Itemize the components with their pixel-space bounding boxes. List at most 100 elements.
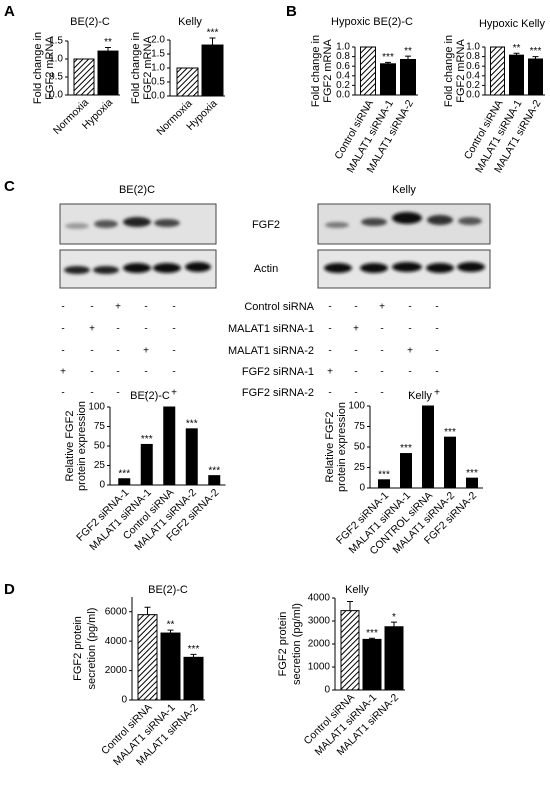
significance: *** <box>208 465 220 476</box>
y-axis-label: FGF2 protein <box>72 616 84 681</box>
y-tick-label: 0.4 <box>466 70 480 81</box>
y-tick-label: 75 <box>354 421 366 432</box>
significance: * <box>392 612 396 623</box>
y-tick-label: 0.5 <box>49 72 63 83</box>
significance: ** <box>513 43 521 54</box>
error-bar <box>405 55 411 60</box>
y-tick-label: 100 <box>88 402 105 413</box>
y-tick-label: 0.0 <box>466 90 480 101</box>
bar <box>183 656 204 701</box>
y-tick-label: 1000 <box>308 662 331 673</box>
treatment-sign: - <box>61 346 64 357</box>
treatment-sign: - <box>61 324 64 335</box>
treatment-sign: - <box>172 346 175 357</box>
bar <box>137 614 158 701</box>
row-label: Control siRNA <box>244 301 314 313</box>
y-tick-label: 1.0 <box>49 54 63 65</box>
row-label: MALAT1 siRNA-1 <box>228 323 314 335</box>
treatment-sign: - <box>328 388 331 399</box>
error-bar <box>347 600 353 611</box>
significance: ** <box>104 37 112 48</box>
error-bar <box>385 61 391 64</box>
treatment-sign: + <box>60 367 66 378</box>
blot-protein: FGF2 <box>252 219 280 231</box>
y-tick-label: 0.8 <box>336 51 350 62</box>
y-tick-label: 25 <box>94 460 106 471</box>
treatment-sign: + <box>434 388 440 399</box>
x-tick-label: Normoxia <box>154 97 194 137</box>
y-tick-label: 100 <box>348 401 365 412</box>
bar <box>400 453 412 489</box>
y-tick-label: 1.0 <box>151 63 165 74</box>
y-axis-label: FGF2 mRNA <box>322 39 334 103</box>
bar <box>384 626 404 691</box>
y-tick-label: 0.0 <box>49 90 63 101</box>
treatment-sign: + <box>379 302 385 313</box>
treatment-sign: - <box>380 367 383 378</box>
y-axis-label: FGF2 mRNA <box>455 39 467 103</box>
bar <box>509 54 524 96</box>
treatment-sign: - <box>380 388 383 399</box>
y-tick-label: 0.0 <box>151 91 165 102</box>
treatment-sign: - <box>328 324 331 335</box>
chart-title: Kelly <box>345 584 369 596</box>
y-axis-label: protein expression <box>336 402 348 492</box>
treatment-sign: - <box>144 324 147 335</box>
y-tick-label: 0 <box>324 685 330 696</box>
chart-title: BE(2)-C <box>148 584 188 596</box>
treatment-sign: - <box>144 388 147 399</box>
y-axis-label: Relative FGF2 <box>324 412 336 483</box>
bar <box>185 428 198 486</box>
error-bar <box>190 653 197 658</box>
significance: ** <box>167 620 175 631</box>
y-axis-label: FGF2 mRNA <box>44 36 56 100</box>
y-tick-label: 2.0 <box>151 35 165 46</box>
treatment-sign: - <box>408 324 411 335</box>
significance: *** <box>530 46 542 57</box>
treatment-sign: - <box>354 388 357 399</box>
significance: *** <box>141 434 153 445</box>
bar <box>97 50 119 96</box>
blot-title: BE(2)C <box>119 184 155 196</box>
treatment-sign: + <box>407 346 413 357</box>
significance: *** <box>118 468 130 479</box>
panel-label: C <box>4 178 15 195</box>
y-tick-label: 1.0 <box>336 42 350 53</box>
y-tick-label: 0.0 <box>336 90 350 101</box>
bar <box>118 478 131 486</box>
treatment-sign: - <box>408 367 411 378</box>
treatment-sign: - <box>144 367 147 378</box>
treatment-sign: - <box>172 367 175 378</box>
bar <box>400 58 416 96</box>
significance: *** <box>186 418 198 429</box>
treatment-sign: - <box>328 302 331 313</box>
significance: *** <box>378 469 390 480</box>
chart-title: Kelly <box>408 390 432 402</box>
treatment-sign: + <box>115 302 121 313</box>
bar <box>140 443 153 486</box>
y-tick-label: 1.0 <box>466 42 480 53</box>
treatment-sign: + <box>89 324 95 335</box>
significance: *** <box>366 628 378 639</box>
y-axis-label: Fold change in <box>130 32 142 104</box>
chart-title: Kelly <box>178 16 202 28</box>
y-tick-label: 4000 <box>105 636 128 647</box>
significance: *** <box>466 468 478 479</box>
treatment-sign: + <box>327 367 333 378</box>
y-tick-label: 0.2 <box>336 80 350 91</box>
treatment-sign: - <box>90 302 93 313</box>
treatment-sign: - <box>144 302 147 313</box>
bar <box>163 406 176 486</box>
bar <box>208 475 221 486</box>
bar <box>528 58 543 96</box>
treatment-sign: - <box>116 346 119 357</box>
error-bar <box>391 621 397 627</box>
y-tick-label: 3000 <box>308 616 331 627</box>
y-tick-label: 6000 <box>105 606 128 617</box>
panel-label: B <box>286 3 297 20</box>
significance: *** <box>382 52 394 63</box>
significance: *** <box>207 28 219 39</box>
error-bar <box>209 37 216 46</box>
y-axis-label: FGF2 protein <box>277 612 289 677</box>
